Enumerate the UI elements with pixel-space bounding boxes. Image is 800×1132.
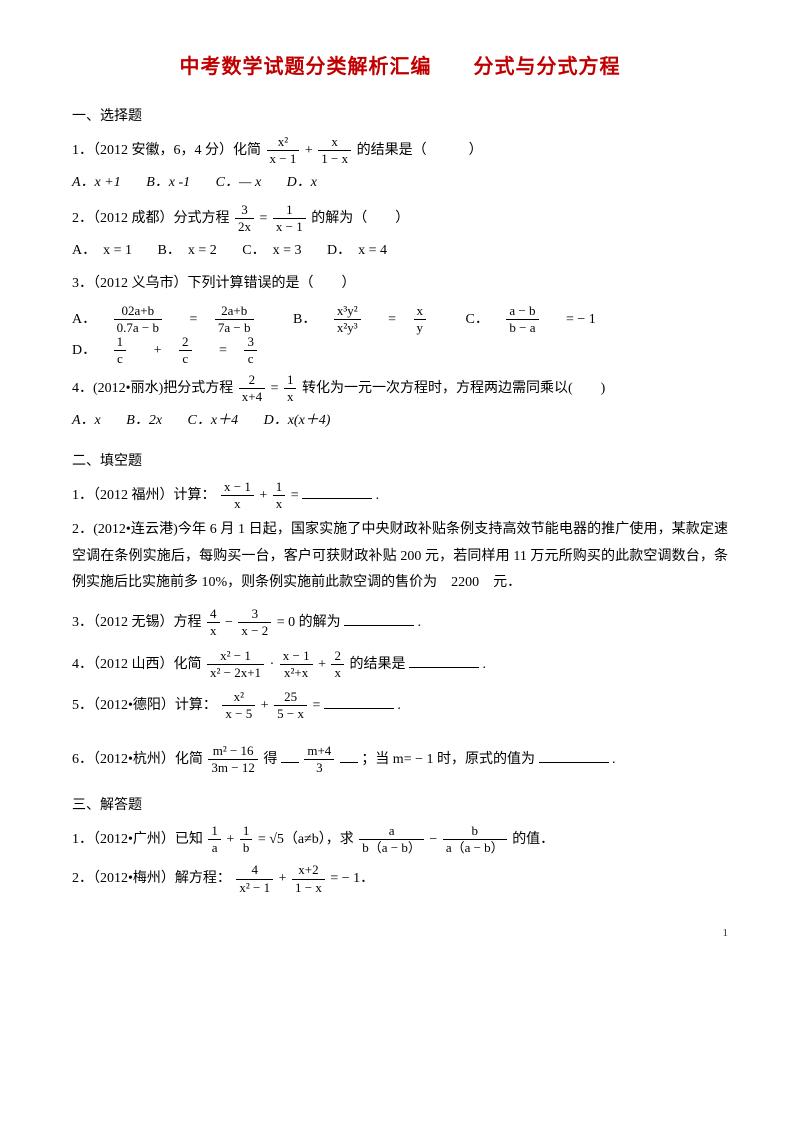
page-title: 中考数学试题分类解析汇编 分式与分式方程 bbox=[72, 48, 728, 86]
s2-q3: 3．（2012 无锡）方程 4x − 3x − 2 = 0 的解为 . bbox=[72, 607, 728, 639]
opt-C: C． a − bb − a = − 1 bbox=[466, 304, 608, 336]
blank bbox=[340, 750, 358, 763]
opt-C: C．— x bbox=[216, 170, 262, 197]
section-3-heading: 三、解答题 bbox=[72, 793, 728, 820]
opt-D: D．x bbox=[287, 170, 317, 197]
blank bbox=[539, 750, 609, 763]
s2-q6: 6．（2012•杭州）化简 m² − 163m − 12 得 m+43 ；当 m… bbox=[72, 744, 728, 776]
opt-B: B．x -1 bbox=[146, 170, 190, 197]
s1-q2: 2．（2012 成都）分式方程 32x = 1x − 1 的解为（ ） A． x… bbox=[72, 203, 728, 265]
section-1-heading: 一、选择题 bbox=[72, 104, 728, 131]
page-number: 1 bbox=[72, 923, 728, 944]
opt-B: B． x³y²x²y³ = xy bbox=[293, 304, 450, 336]
q-text: 1．（2012 安徽，6，4 分）化简 bbox=[72, 143, 265, 158]
opt-A: A． x = 1 bbox=[72, 238, 132, 265]
s2-q2: 2．(2012•连云港)今年 6 月 1 日起，国家实施了中央财政补贴条例支持高… bbox=[72, 517, 728, 597]
s1-q1: 1．（2012 安徽，6，4 分）化简 x²x − 1 + x1 − x 的结果… bbox=[72, 135, 728, 197]
opt-D: D． x = 4 bbox=[327, 238, 387, 265]
section-2-heading: 二、填空题 bbox=[72, 449, 728, 476]
s1-q4: 4．(2012•丽水)把分式方程 2x+4 = 1x 转化为一元一次方程时，方程… bbox=[72, 373, 728, 435]
opt-C: C． x = 3 bbox=[242, 238, 301, 265]
opt-D: D． 1c + 2c = 3c bbox=[72, 335, 281, 367]
opt-A: A．x +1 bbox=[72, 170, 121, 197]
blank bbox=[344, 613, 414, 626]
s3-q2: 2．（2012•梅州）解方程： 4x² − 1 + x+21 − x = − 1… bbox=[72, 863, 728, 895]
opt-A: A． 02a+b0.7a − b = 2a+b7a − b bbox=[72, 304, 278, 336]
opt-A: A．x bbox=[72, 408, 101, 435]
s2-q4: 4．（2012 山西）化简 x² − 1x² − 2x+1 · x − 1x²+… bbox=[72, 649, 728, 681]
s1-q3: 3．（2012 义乌市）下列计算错误的是（ ） A． 02a+b0.7a − b… bbox=[72, 271, 728, 367]
opt-D: D．x(x＋4) bbox=[264, 408, 331, 435]
blank bbox=[281, 750, 299, 763]
blank bbox=[409, 655, 479, 668]
blank bbox=[302, 486, 372, 499]
s2-q5: 5．（2012•德阳）计算： x²x − 5 + 255 − x = . bbox=[72, 690, 728, 722]
opt-B: B． x = 2 bbox=[158, 238, 217, 265]
opt-C: C．x＋4 bbox=[188, 408, 239, 435]
opt-B: B．2x bbox=[126, 408, 162, 435]
blank bbox=[324, 696, 394, 709]
s2-q1: 1．（2012 福州）计算： x − 1x + 1x = . bbox=[72, 480, 728, 512]
s3-q1: 1．（2012•广州）已知 1a + 1b = √5（a≠b），求 ab（a −… bbox=[72, 824, 728, 856]
